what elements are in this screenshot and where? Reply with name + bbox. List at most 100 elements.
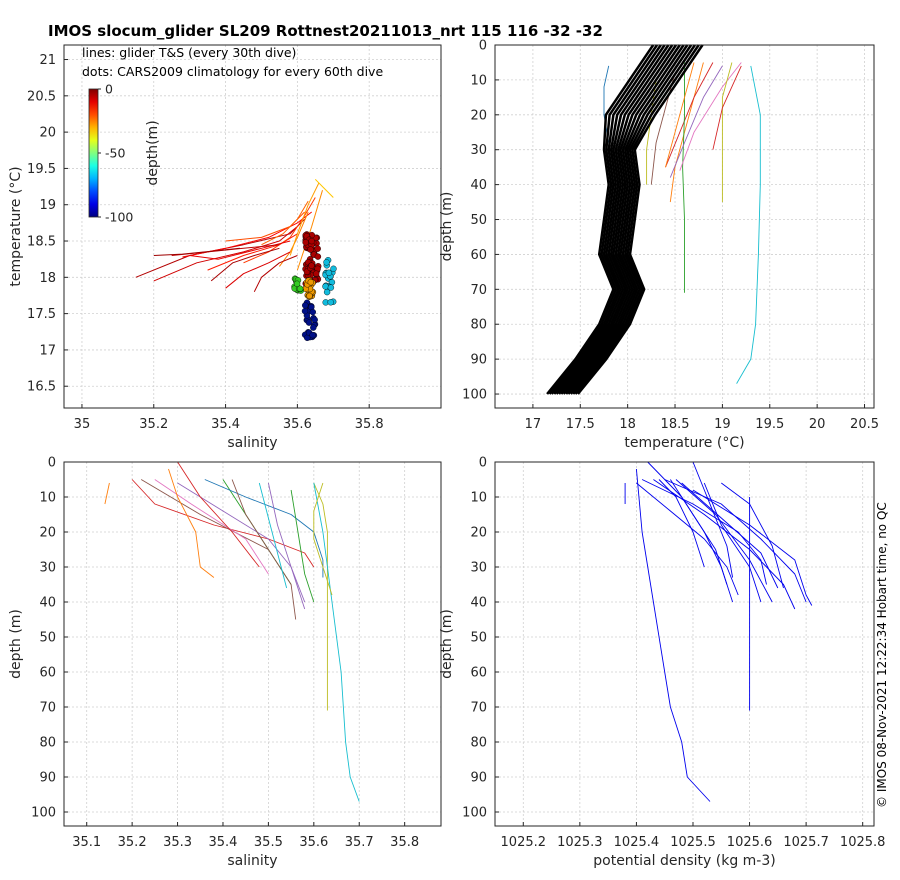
ts-y-tick-label: 18: [39, 271, 56, 286]
dens-depth-axes-frame: [494, 461, 875, 827]
dens-depth-x-tick-label: 1025.7: [783, 835, 829, 850]
temp-depth-climatology-profile: [576, 44, 704, 395]
sal-depth-x-tick-label: 35.7: [345, 835, 374, 850]
ts-climatology-dot: [314, 253, 322, 260]
copyright-note: © IMOS 08-Nov-2021 12:22:34 Hobart time,…: [875, 502, 889, 808]
temp-depth-y-tick-label: 30: [470, 143, 487, 158]
dens-depth-panel: 1025.2 1025.3 1025.4 1025.5 1025.6 1025.7 1025…: [439, 456, 885, 870]
ts-y-tick-label: 20.5: [27, 89, 56, 104]
temp-depth-y-tick-label: 10: [470, 73, 487, 88]
temp-depth-glider-profile: [721, 62, 733, 203]
ts-climatology-dot: [323, 288, 331, 296]
ts-legend-line-2: dots: CARS2009 climatology for every 60t…: [82, 64, 383, 79]
temp-depth-climatology-profile: [546, 44, 655, 395]
colorbar-label: depth(m): [145, 120, 161, 185]
colorbar-gradient: [88, 88, 99, 218]
dens-depth-y-tick-label: 100: [462, 806, 487, 821]
dens-depth-profile: [681, 482, 779, 589]
temp-depth-axes-frame: [494, 44, 875, 409]
ts-climatology-dot: [311, 316, 318, 323]
sal-depth-profile: [154, 479, 269, 575]
temp-depth-climatology-profile: [550, 44, 662, 395]
sal-depth-y-tick-label: 70: [39, 701, 56, 716]
sal-depth-y-tick-label: 100: [31, 806, 56, 821]
ts-x-tick-label: 35.6: [283, 417, 312, 432]
sal-depth-y-tick-label: 0: [48, 456, 56, 471]
sal-depth-profile: [104, 482, 110, 505]
dens-depth-y-tick-label: 30: [470, 561, 487, 576]
sal-depth-profile: [177, 461, 260, 568]
ts-y-tick-label: 21: [39, 53, 56, 68]
ts-climatology-dot: [327, 284, 335, 291]
ts-x-axis-label: salinity: [227, 435, 277, 451]
temp-depth-x-tick-label: 20.5: [850, 417, 879, 432]
temp-depth-climatology-profile: [574, 44, 700, 395]
sal-depth-x-tick-label: 35.4: [208, 835, 237, 850]
ts-y-tick-label: 16.5: [27, 380, 56, 395]
ts-climatology-dot: [323, 259, 330, 266]
ts-climatology-dot: [310, 324, 317, 331]
dens-depth-profile: [641, 479, 767, 585]
ts-climatology-dot: [296, 285, 304, 292]
ts-climatology-dot: [302, 302, 309, 309]
colorbar-tick-label: -50: [105, 146, 125, 161]
temp-depth-climatology-profile: [553, 44, 666, 395]
sal-depth-profile: [177, 482, 306, 603]
temp-depth-glider-profile: [646, 79, 657, 185]
temp-depth-y-tick-label: 20: [470, 108, 487, 123]
temp-depth-x-tick-label: 18.5: [661, 417, 690, 432]
temp-depth-glider-profile: [669, 62, 704, 203]
sal-depth-y-tick-label: 60: [39, 666, 56, 681]
ts-glider-line: [210, 247, 280, 282]
ts-x-tick-label: 35.4: [211, 417, 240, 432]
ts-y-tick-label: 19.5: [27, 162, 56, 177]
ts-climatology-dot: [314, 245, 321, 252]
temp-depth-glider-profile: [712, 65, 742, 150]
dens-depth-x-tick-label: 1025.4: [614, 835, 660, 850]
dens-depth-profile: [658, 479, 705, 568]
dens-depth-y-ticks: 0 10 20 30 40 50 60 70 80 90 100: [462, 456, 499, 821]
sal-depth-profile: [168, 468, 215, 578]
ts-climatology-dot: [327, 299, 334, 306]
sal-depth-profile: [267, 482, 306, 610]
temp-depth-x-tick-label: 19.5: [755, 417, 784, 432]
dens-depth-profile: [703, 482, 762, 603]
dens-depth-profile: [653, 479, 796, 610]
sal-depth-y-tick-label: 50: [39, 631, 56, 646]
temp-depth-glider-profile: [669, 65, 723, 178]
ts-x-ticks: 35 35.2 35.4 35.6 35.8: [74, 404, 384, 432]
sal-depth-x-tick-label: 35.5: [254, 835, 283, 850]
dens-depth-y-tick-label: 0: [479, 456, 487, 471]
colorbar-tick-label: 0: [105, 82, 113, 97]
temp-depth-y-tick-label: 70: [470, 283, 487, 298]
dens-depth-profile: [721, 482, 784, 589]
ts-glider-line: [314, 178, 334, 198]
ts-climatology-dot: [308, 237, 315, 245]
dens-depth-y-axis-label: depth (m): [439, 609, 455, 679]
temp-depth-x-tick-label: 18: [619, 417, 636, 432]
temp-depth-climatology-profile: [565, 44, 685, 395]
ts-glider-line: [153, 226, 298, 282]
ts-climatology-dot: [308, 262, 315, 269]
sal-depth-y-tick-label: 10: [39, 491, 56, 506]
ts-climatology-dot: [305, 319, 313, 326]
ts-x-tick-label: 35: [74, 417, 91, 432]
ts-x-tick-label: 35.2: [139, 417, 168, 432]
ts-y-tick-label: 17: [39, 343, 56, 358]
temp-depth-climatology-profile: [558, 44, 674, 395]
sal-depth-profile: [231, 479, 269, 550]
dens-depth-y-tick-label: 70: [470, 701, 487, 716]
ts-climatology-dot: [307, 279, 314, 286]
temp-depth-y-tick-label: 40: [470, 178, 487, 193]
temp-depth-plot-area: [546, 44, 761, 395]
sal-depth-y-tick-label: 90: [39, 771, 56, 786]
sal-depth-profile: [313, 482, 360, 802]
ts-axes-frame: [63, 44, 442, 409]
ts-climatology-dot: [306, 292, 313, 300]
ts-y-tick-label: 18.5: [27, 235, 56, 250]
ts-climatology-dot: [322, 283, 329, 290]
temp-depth-glider-profile: [665, 62, 695, 168]
temp-depth-x-ticks: 17 17.5 18 18.5 19 19.5 20 20.5: [525, 404, 879, 432]
temp-depth-x-tick-label: 19: [714, 417, 731, 432]
